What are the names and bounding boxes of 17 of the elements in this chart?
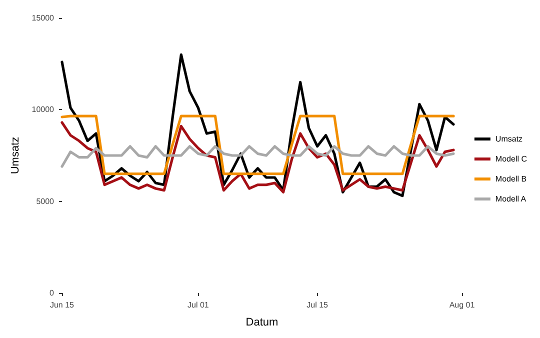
x-tick-label: Aug 01 [449, 300, 476, 310]
legend-label: Modell C [495, 154, 528, 164]
legend-label: Umsatz [495, 134, 523, 144]
y-axis-title: Umsatz [9, 136, 22, 174]
line-series [60, 145, 455, 168]
legend-label: Modell B [495, 174, 527, 184]
x-tick-label: Jun 15 [50, 300, 75, 310]
line-series [60, 121, 455, 194]
x-tick-label: Jul 01 [187, 300, 210, 310]
y-tick-label: 5000 [36, 196, 55, 206]
y-tick-label: 15000 [32, 14, 55, 22]
line-series [60, 114, 455, 176]
x-tick-label: Jul 15 [306, 300, 329, 310]
y-tick-label: 10000 [32, 105, 55, 114]
y-tick-label: 0 [50, 288, 55, 298]
x-axis-title: Datum [246, 316, 278, 328]
legend-label: Modell A [495, 194, 527, 204]
